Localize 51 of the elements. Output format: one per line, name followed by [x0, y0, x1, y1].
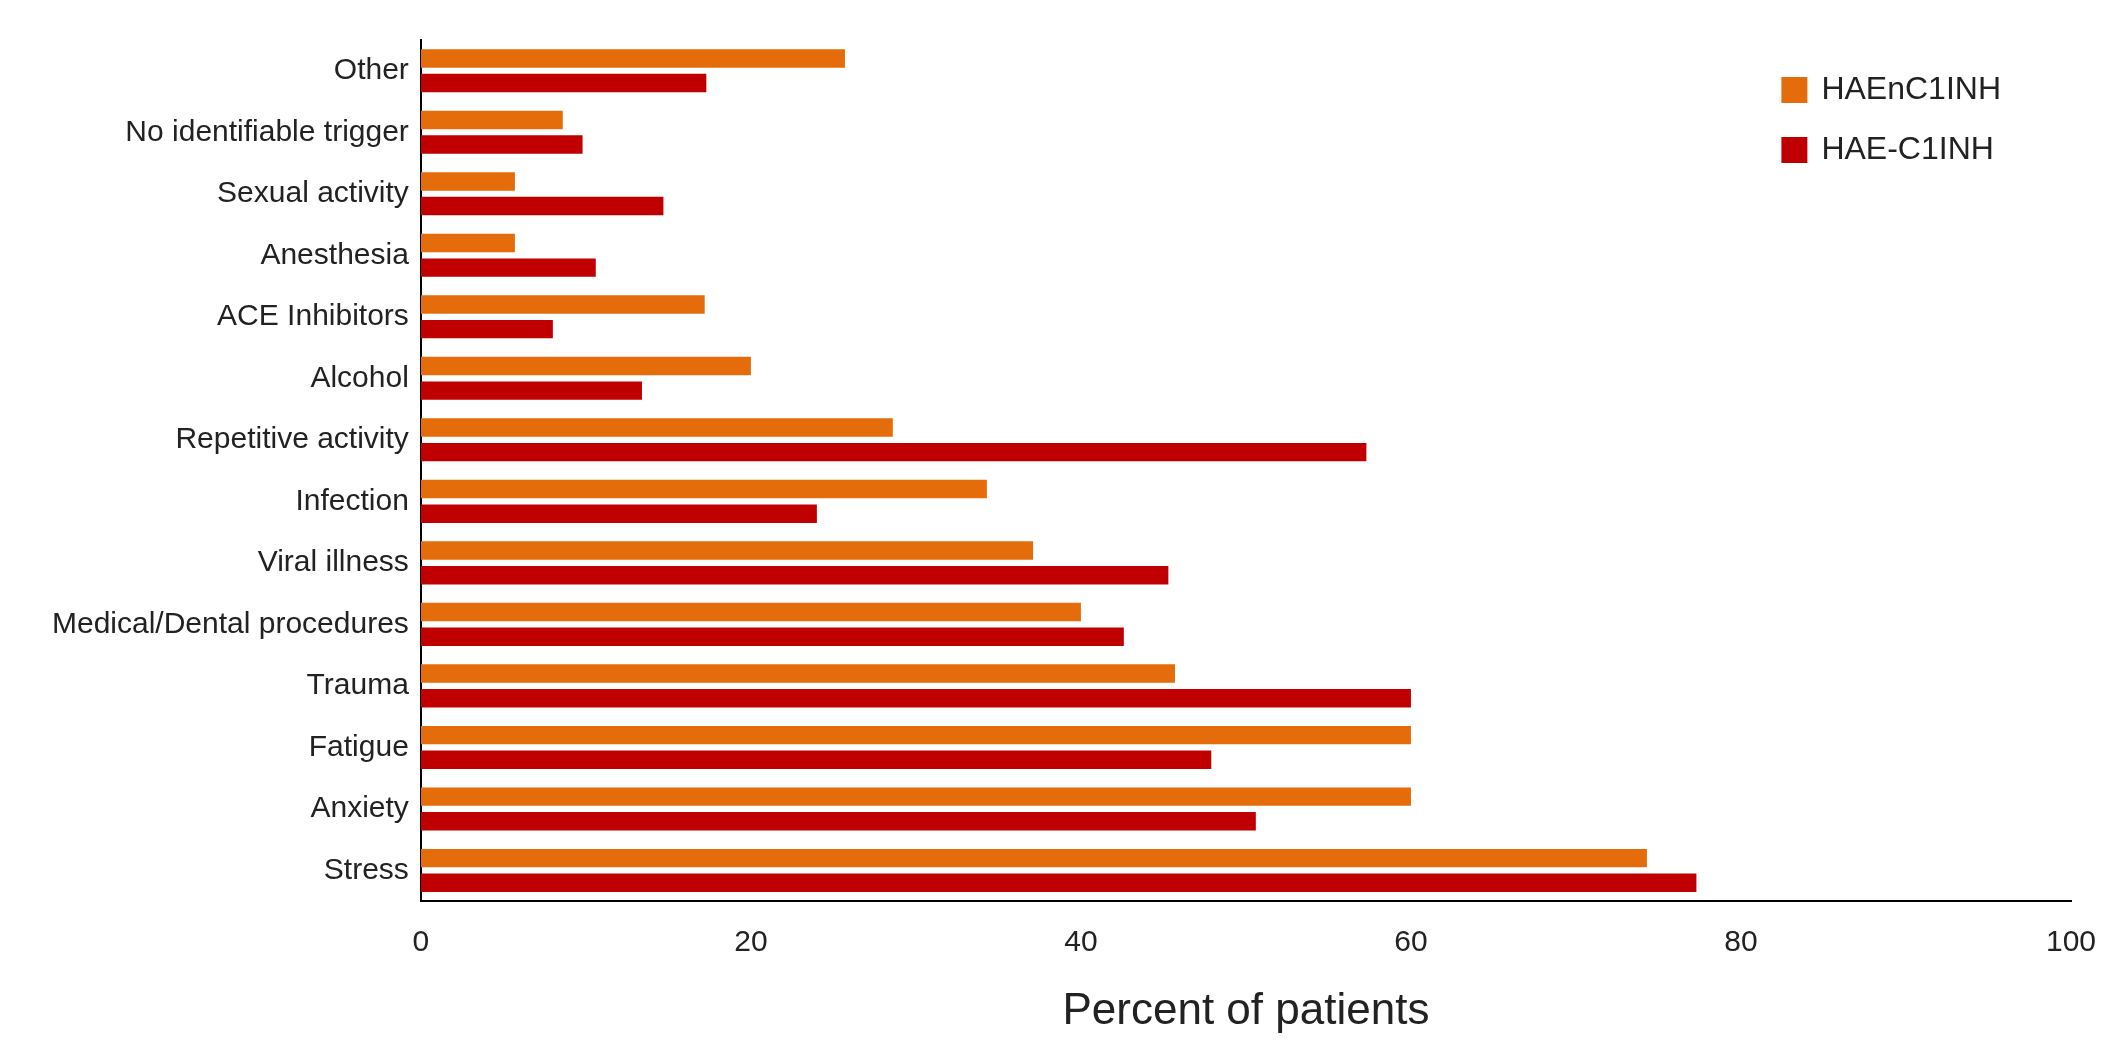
bar: [420, 541, 1034, 560]
bar: [420, 381, 642, 400]
bar: [420, 664, 1175, 683]
bar: [420, 295, 705, 314]
y-tick-label: Trauma: [306, 667, 410, 701]
y-tick-label: Stress: [323, 851, 409, 885]
bar: [420, 172, 515, 191]
bar: [420, 873, 1697, 892]
y-tick-label: Viral illness: [257, 544, 409, 578]
bar: [420, 196, 664, 216]
bar: [420, 356, 751, 376]
y-tick-label: Fatigue: [308, 728, 409, 762]
bar: [420, 73, 707, 93]
bar: [420, 504, 817, 523]
x-tick-label: 0: [412, 924, 430, 958]
x-tick-label: 40: [1064, 924, 1098, 958]
x-axis-title: Percent of patients: [1062, 983, 1430, 1033]
bar: [420, 787, 1411, 806]
bar: [420, 750, 1212, 769]
y-tick-label: Anesthesia: [260, 236, 410, 270]
y-tick-label: Repetitive activity: [175, 421, 409, 455]
y-tick-label: Alcohol: [310, 359, 409, 393]
x-tick-label: 60: [1394, 924, 1428, 958]
legend-label: HAE-C1INH: [1821, 129, 1994, 166]
bar: [420, 258, 596, 277]
bar: [420, 479, 987, 499]
y-tick-label: Sexual activity: [217, 175, 409, 209]
bar: [420, 688, 1411, 708]
y-tick-label: Medical/Dental procedures: [51, 605, 409, 639]
bar: [420, 848, 1647, 868]
bar: [420, 418, 893, 437]
bar: [420, 49, 845, 68]
bar: [420, 627, 1124, 646]
bar: [420, 442, 1367, 462]
x-tick-label: 100: [2045, 924, 2097, 958]
bar: [420, 812, 1256, 831]
bar: [420, 565, 1169, 585]
legend-label: HAEnC1INH: [1821, 69, 2001, 106]
y-tick-label: Other: [333, 52, 409, 86]
bar: [420, 110, 563, 130]
bar: [420, 602, 1081, 622]
bar: [420, 233, 515, 253]
bar: [420, 135, 583, 154]
y-tick-label: ACE Inhibitors: [217, 298, 409, 332]
y-tick-label: No identifiable trigger: [125, 113, 409, 147]
y-tick-label: Infection: [295, 482, 409, 516]
x-tick-label: 80: [1724, 924, 1758, 958]
bar: [420, 319, 553, 339]
x-tick-label: 20: [734, 924, 768, 958]
y-tick-label: Anxiety: [310, 790, 409, 824]
bar: [420, 725, 1411, 745]
